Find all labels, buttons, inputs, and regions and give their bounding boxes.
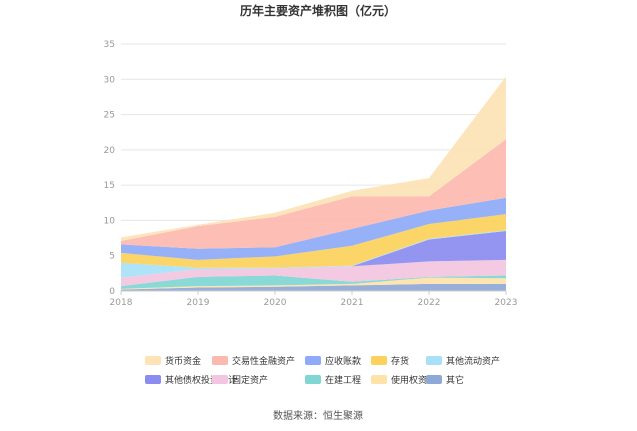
y-tick-label: 5 — [109, 252, 115, 262]
legend-swatch — [145, 356, 161, 365]
legend: 货币资金 交易性金融资产 应收账款 存货 其他流动资产其他债权投资合计固定资产 在建工程使… — [145, 355, 500, 386]
area-series-1 — [121, 277, 506, 290]
y-tick-label: 0 — [109, 287, 115, 297]
area-series-3 — [121, 259, 506, 287]
legend-swatch — [371, 356, 387, 365]
y-tick-label: 10 — [104, 216, 116, 226]
legend-swatch — [145, 375, 161, 384]
legend-label: 使用权资产 — [391, 374, 436, 386]
legend-swatch — [426, 375, 442, 384]
area-series-8 — [121, 139, 506, 249]
legend-label: 货币资金 — [165, 355, 201, 367]
x-tick-label: 2020 — [264, 298, 287, 308]
legend-label: 在建工程 — [325, 374, 361, 386]
x-tick-label: 2022 — [418, 298, 441, 308]
legend-swatch — [305, 375, 321, 384]
y-tick-label: 15 — [104, 181, 115, 191]
source-note: 数据来源：恒生聚源 — [273, 409, 363, 422]
legend-label: 应收账款 — [325, 355, 361, 367]
legend-swatch — [426, 356, 442, 365]
y-tick-label: 20 — [104, 146, 116, 156]
area-series-4 — [121, 231, 506, 278]
x-tick-label: 2023 — [495, 298, 518, 308]
legend-label: 固定资产 — [232, 374, 268, 386]
legend-swatch — [212, 375, 228, 384]
legend-swatch — [305, 356, 321, 365]
legend-label: 交易性金融资产 — [232, 355, 295, 367]
legend-label: 存货 — [391, 355, 409, 367]
x-tick-label: 2019 — [187, 298, 210, 308]
area-series-5 — [121, 230, 506, 278]
legend-label: 其他流动资产 — [446, 355, 500, 367]
area-series-0 — [121, 283, 506, 291]
area-series-7 — [121, 197, 506, 260]
legend-swatch — [371, 375, 387, 384]
y-tick-label: 25 — [104, 111, 115, 121]
x-tick-label: 2018 — [110, 298, 133, 308]
chart-title: 历年主要资产堆积图（亿元） — [240, 3, 396, 18]
area-series-group — [121, 76, 506, 291]
y-tick-label: 30 — [104, 75, 116, 85]
x-tick-label: 2021 — [341, 298, 364, 308]
grid-lines — [121, 43, 506, 257]
axes: 0 5 10 15 20 25 30 35 2018 2019 2020 2021 2022 2023 — [104, 40, 518, 308]
area-series-2 — [121, 275, 506, 289]
y-tick-label: 35 — [104, 40, 115, 50]
legend-label: 其它 — [446, 374, 464, 386]
legend-swatch — [212, 356, 228, 365]
area-series-6 — [121, 214, 506, 268]
